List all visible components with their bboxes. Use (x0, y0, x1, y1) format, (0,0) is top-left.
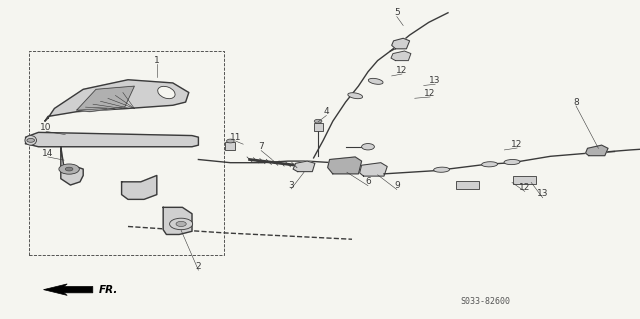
Bar (225, 142, 235, 150)
Circle shape (176, 221, 186, 226)
Ellipse shape (368, 78, 383, 84)
Text: 7: 7 (259, 142, 264, 151)
Text: 12: 12 (396, 66, 408, 75)
Circle shape (227, 139, 234, 143)
Polygon shape (293, 161, 315, 172)
Text: 10: 10 (40, 123, 52, 132)
Polygon shape (26, 132, 198, 147)
Circle shape (362, 144, 374, 150)
Circle shape (170, 218, 193, 230)
Text: 12: 12 (519, 183, 531, 192)
Polygon shape (586, 145, 608, 156)
Text: 5: 5 (394, 8, 399, 17)
Circle shape (27, 138, 35, 142)
Text: 13: 13 (537, 189, 548, 198)
Ellipse shape (434, 167, 449, 172)
Text: 14: 14 (42, 149, 54, 158)
Circle shape (314, 119, 322, 123)
Text: 11: 11 (230, 133, 241, 142)
Polygon shape (360, 163, 387, 176)
Polygon shape (328, 157, 362, 174)
Polygon shape (45, 80, 189, 121)
Circle shape (59, 164, 79, 174)
Text: 3: 3 (289, 181, 294, 189)
Bar (314, 123, 323, 131)
Ellipse shape (348, 93, 363, 99)
Polygon shape (391, 51, 411, 61)
Text: S033-82600: S033-82600 (461, 297, 511, 306)
Polygon shape (77, 86, 134, 112)
Polygon shape (163, 207, 192, 234)
Text: 2: 2 (196, 262, 201, 271)
Text: 6: 6 (365, 177, 371, 186)
Text: 1: 1 (154, 56, 159, 65)
Ellipse shape (482, 162, 497, 167)
Text: 4: 4 (324, 107, 329, 116)
Polygon shape (44, 284, 93, 295)
Polygon shape (392, 38, 410, 49)
Bar (513, 176, 536, 184)
Text: 9: 9 (394, 181, 399, 190)
Ellipse shape (157, 86, 175, 99)
Text: 8: 8 (573, 98, 579, 107)
Text: FR.: FR. (99, 285, 118, 295)
Polygon shape (61, 147, 83, 185)
Polygon shape (122, 175, 157, 199)
Circle shape (65, 167, 73, 171)
Ellipse shape (25, 136, 36, 145)
Ellipse shape (504, 160, 520, 165)
Text: 12: 12 (424, 89, 436, 98)
Text: 13: 13 (429, 76, 441, 85)
Text: 12: 12 (511, 140, 523, 149)
Bar (456, 181, 479, 189)
